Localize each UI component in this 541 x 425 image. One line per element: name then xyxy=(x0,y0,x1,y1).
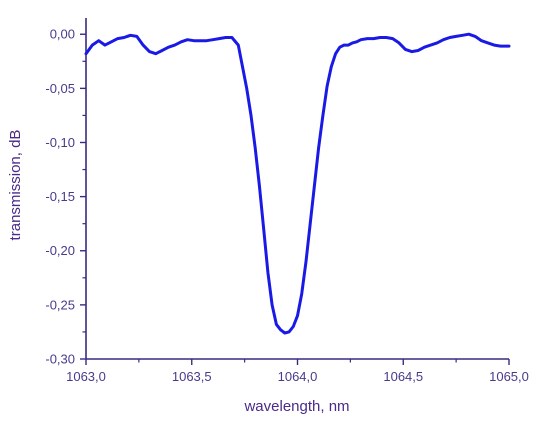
y-ticks: 0,00 -0,05 -0,10 -0,15 -0,20 -0,25 -0,30 xyxy=(45,27,86,367)
x-ticks: 1063,0 1063,5 1064,0 1064,5 1065,0 xyxy=(66,359,529,384)
series-line xyxy=(84,32,511,335)
x-tick-label: 1064,5 xyxy=(383,369,423,384)
y-axis-label: transmission, dB xyxy=(7,130,24,241)
y-tick-label: 0,00 xyxy=(50,27,75,42)
x-axis-label: wavelength, nm xyxy=(243,398,349,415)
y-tick-label: -0,30 xyxy=(45,352,75,367)
x-tick-label: 1063,5 xyxy=(172,369,212,384)
x-tick-label: 1064,0 xyxy=(278,369,318,384)
y-tick-label: -0,10 xyxy=(45,135,75,150)
plot-area xyxy=(84,32,511,335)
x-tick-label: 1063,0 xyxy=(66,369,106,384)
y-tick-label: -0,15 xyxy=(45,189,75,204)
x-tick-label: 1065,0 xyxy=(489,369,529,384)
y-tick-label: -0,05 xyxy=(45,81,75,96)
y-tick-label: -0,25 xyxy=(45,297,75,312)
y-tick-label: -0,20 xyxy=(45,243,75,258)
